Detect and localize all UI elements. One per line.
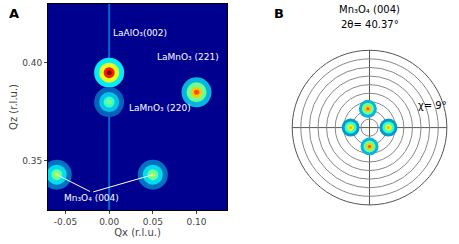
svg-text:LaAlO₃(002): LaAlO₃(002) — [113, 28, 167, 38]
svg-text:Mn₃O₄ (004): Mn₃O₄ (004) — [64, 193, 119, 203]
svg-text:0.10: 0.10 — [186, 217, 206, 227]
svg-text:-0.05: -0.05 — [54, 217, 77, 227]
svg-text:LaMnO₃ (220): LaMnO₃ (220) — [129, 103, 191, 113]
svg-text:χ= 9°: χ= 9° — [418, 100, 447, 111]
svg-text:A: A — [9, 6, 19, 21]
svg-text:Mn₃O₄ (004): Mn₃O₄ (004) — [339, 4, 400, 15]
svg-text:LaMnO₃ (221): LaMnO₃ (221) — [157, 52, 219, 62]
svg-text:Qz (r.l.u.): Qz (r.l.u.) — [8, 84, 19, 130]
svg-text:Qx (r.l.u.): Qx (r.l.u.) — [114, 227, 161, 238]
svg-text:0.00: 0.00 — [99, 217, 119, 227]
svg-text:0.05: 0.05 — [143, 217, 163, 227]
svg-text:B: B — [274, 6, 284, 21]
svg-text:0.35: 0.35 — [22, 156, 42, 166]
svg-text:0.40: 0.40 — [22, 58, 42, 68]
svg-text:2θ= 40.37°: 2θ= 40.37° — [341, 19, 399, 30]
